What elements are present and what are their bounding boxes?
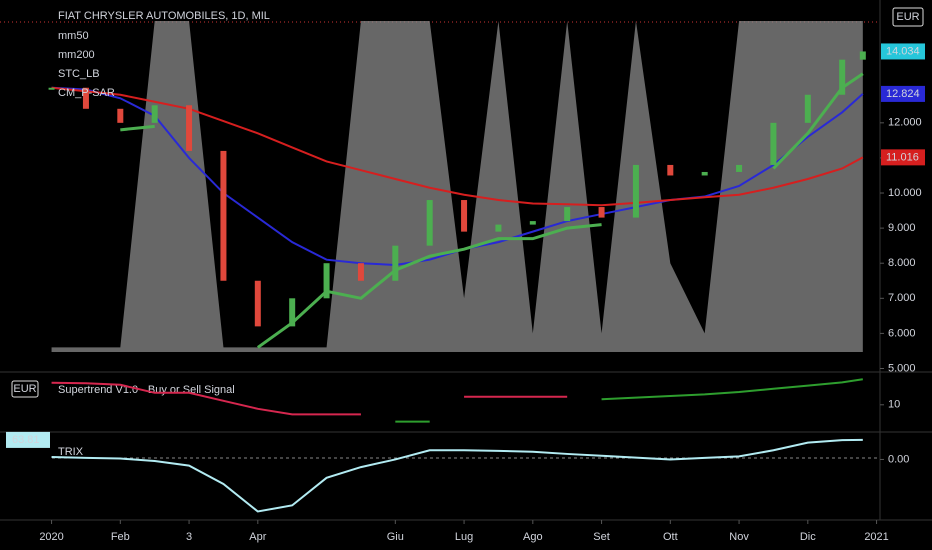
series-line — [51, 438, 863, 513]
candle — [770, 122, 777, 165]
legend-entry: STC_LB — [58, 68, 100, 80]
candle — [667, 164, 674, 176]
y-tick-label: 5.000 — [888, 362, 916, 374]
x-tick-label: Feb — [111, 531, 130, 543]
value-label-box — [6, 431, 50, 448]
candle — [254, 280, 261, 327]
x-tick-label: Ott — [663, 531, 678, 543]
x-tick-label: Lug — [455, 531, 473, 543]
x-tick-label: Set — [593, 531, 610, 543]
candle — [48, 87, 55, 90]
candle — [736, 164, 743, 172]
value-label: 63.81 — [12, 434, 40, 446]
x-tick-label: Dic — [800, 531, 816, 543]
candle — [598, 207, 605, 218]
chart-title: FIAT CHRYSLER AUTOMOBILES, 1D, MIL — [58, 10, 270, 22]
y-tick-label: 7.000 — [888, 292, 916, 304]
price-label-box — [881, 43, 925, 60]
price-label: 14.034 — [886, 45, 920, 57]
value-label-box — [881, 149, 925, 166]
x-tick-label: 2020 — [39, 531, 63, 543]
candle — [82, 87, 89, 109]
candle — [701, 171, 708, 176]
series-line — [120, 72, 864, 349]
y-tick-label: 0.00 — [888, 453, 909, 465]
value-label-box — [881, 85, 925, 102]
candle — [151, 105, 158, 123]
candle — [426, 200, 433, 246]
y-tick-label: 10 — [888, 399, 900, 411]
series-line — [51, 381, 568, 416]
x-tick-label: 3 — [186, 531, 192, 543]
value-label: 11.016 — [886, 151, 919, 163]
x-tick-label: Apr — [249, 531, 266, 543]
legend-entry: CM_P-SAR — [58, 87, 115, 99]
y-tick-label: 9.000 — [888, 222, 916, 234]
candle — [632, 164, 639, 218]
y-tick-label: 12.000 — [888, 117, 922, 129]
y-tick-label: 10.000 — [888, 187, 922, 199]
y-tick-label: 6.000 — [888, 327, 916, 339]
y-tick-label: 8.000 — [888, 257, 916, 269]
candle — [529, 221, 536, 225]
stc-area — [51, 21, 863, 352]
legend-entry: mm200 — [58, 49, 95, 61]
x-tick-label: Giu — [387, 531, 404, 543]
series-line — [395, 378, 863, 423]
x-tick-label: Ago — [523, 531, 543, 543]
candle — [186, 105, 193, 151]
candle — [323, 263, 330, 299]
candle — [392, 245, 399, 281]
legend-entry: mm50 — [58, 30, 89, 42]
currency: EUR — [13, 383, 36, 395]
candle — [357, 263, 364, 281]
candle — [461, 200, 468, 232]
candle — [289, 298, 296, 327]
x-tick-label: Nov — [729, 531, 749, 543]
candle — [839, 59, 846, 95]
x-tick-label: 2021 — [864, 531, 888, 543]
candle — [117, 108, 124, 123]
candle — [804, 94, 811, 123]
candle — [495, 224, 502, 232]
pane-title: TRIX — [58, 446, 84, 458]
value-label: 12.824 — [886, 88, 920, 100]
candle — [564, 207, 571, 222]
currency: EUR — [896, 11, 919, 23]
currency-box[interactable] — [11, 380, 39, 398]
currency-box[interactable] — [892, 7, 924, 27]
candle — [859, 51, 866, 60]
candle — [220, 150, 227, 281]
